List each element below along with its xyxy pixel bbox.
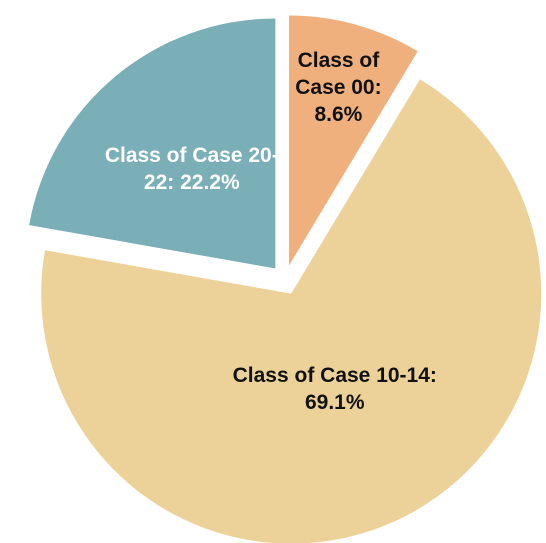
slice-label: Class of Case 20-22: 22.2% — [104, 143, 279, 194]
slice-label-box: Class of Case 20-22: 22.2% — [97, 124, 287, 214]
slice-label: Class of Case 00: 8.6% — [295, 48, 382, 126]
pie-slice — [289, 15, 418, 266]
pie-slice — [29, 18, 276, 269]
slice-label-box: Class of Case 00: 8.6% — [282, 42, 394, 132]
slice-label: Class of Case 10-14: 69.1% — [232, 364, 437, 415]
slice-label-wrap: Class of Case 10-14: 69.1% — [230, 344, 440, 434]
slice-label-wrap: Class of Case 20-22: 22.2% — [97, 124, 287, 214]
pie-slice — [41, 79, 542, 543]
slice-label-box: Class of Case 10-14: 69.1% — [230, 344, 440, 434]
slice-label-wrap: Class of Case 00: 8.6% — [282, 42, 394, 132]
